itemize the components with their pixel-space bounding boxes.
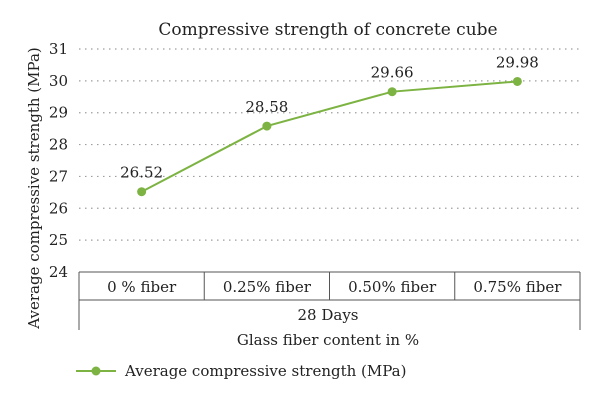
data-point bbox=[137, 187, 147, 197]
data-label: 28.58 bbox=[245, 98, 288, 116]
chart-title: Compressive strength of concrete cube bbox=[158, 20, 497, 40]
y-tick-label: 25 bbox=[49, 231, 68, 249]
x-axis: 0 % fiber 0.25% fiber 0.50% fiber 0.75% fib… bbox=[78, 271, 581, 330]
data-point bbox=[262, 121, 272, 131]
y-tick-label: 29 bbox=[49, 104, 68, 122]
x-tick-label: 0 % fiber bbox=[107, 278, 177, 296]
y-tick-label: 26 bbox=[49, 199, 68, 217]
legend-marker bbox=[91, 366, 101, 376]
y-tick-label: 28 bbox=[49, 136, 68, 154]
series-line bbox=[141, 80, 518, 193]
series-marks: 26.52 28.58 29.66 29.98 bbox=[120, 53, 539, 197]
group-label: 28 Days bbox=[298, 306, 359, 324]
data-label: 29.66 bbox=[371, 64, 414, 82]
y-tick-label: 27 bbox=[49, 167, 68, 185]
x-tick-label: 0.50% fiber bbox=[348, 278, 437, 296]
data-label: 26.52 bbox=[120, 164, 163, 182]
data-point bbox=[387, 87, 397, 97]
data-label: 29.98 bbox=[496, 53, 539, 71]
y-tick-labels: 24 25 26 27 28 29 30 31 bbox=[49, 40, 68, 281]
x-tick-label: 0.25% fiber bbox=[223, 278, 312, 296]
y-tick-label: 30 bbox=[49, 72, 68, 90]
x-axis-label: Glass fiber content in % bbox=[237, 331, 419, 349]
legend: Average compressive strength (MPa) bbox=[76, 362, 406, 380]
data-point bbox=[512, 76, 522, 86]
y-axis-label: Average compressive strength (MPa) bbox=[25, 47, 43, 329]
y-tick-label: 24 bbox=[49, 263, 68, 281]
gridlines bbox=[79, 48, 580, 241]
legend-label: Average compressive strength (MPa) bbox=[124, 362, 406, 380]
x-tick-label: 0.75% fiber bbox=[473, 278, 562, 296]
y-tick-label: 31 bbox=[49, 40, 68, 58]
